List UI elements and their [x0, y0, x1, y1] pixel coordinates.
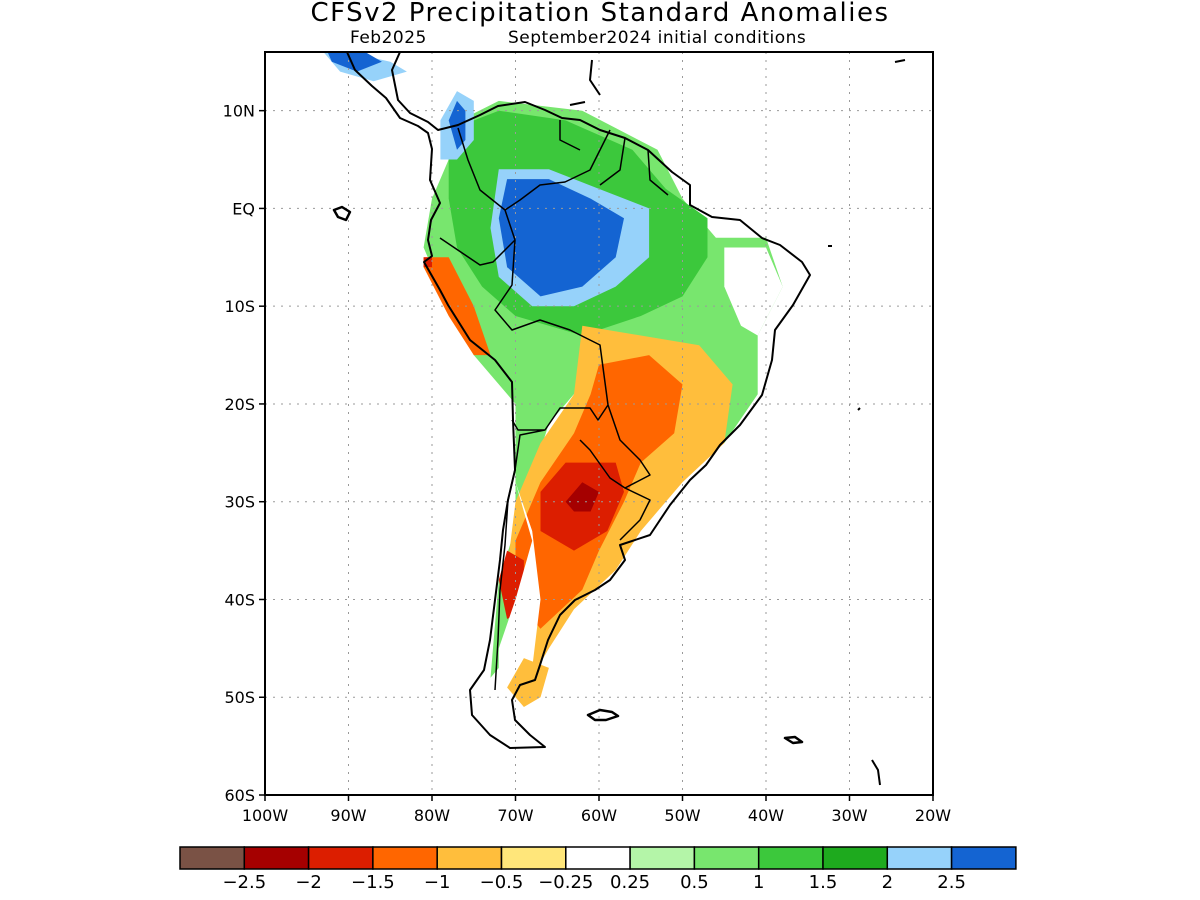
lon-tick-label: 60W	[581, 806, 617, 825]
colorbar-label: −1	[424, 872, 451, 893]
lon-tick-label: 90W	[330, 806, 366, 825]
colorbar-label: 2.5	[937, 872, 966, 893]
colorbar-label: 1.5	[809, 872, 838, 893]
colorbar: −2.5 −2 −1.5 −1 −0.5 −0.25 0.25 0.5 1 1.5 2 2.5	[179, 846, 1017, 893]
lat-tick-label: 50S	[224, 688, 255, 707]
colorbar-swatch	[436, 846, 503, 870]
colorbar-swatch	[179, 846, 246, 870]
colorbar-label: −2	[295, 872, 322, 893]
galapagos-islands	[332, 205, 352, 222]
colorbar-swatch	[307, 846, 374, 870]
colorbar-swatch	[500, 846, 567, 870]
lat-tick-label: 40S	[224, 590, 255, 609]
colorbar-swatch	[372, 846, 438, 870]
anomaly-region	[724, 247, 783, 336]
caribbean-islands	[569, 59, 906, 106]
lat-tick-label: EQ	[232, 199, 255, 218]
colorbar-label: 0.5	[680, 872, 709, 893]
colorbar-swatch	[565, 846, 631, 870]
colorbar-swatch	[243, 846, 310, 870]
colorbar-label: −2.5	[222, 872, 266, 893]
lon-tick-label: 70W	[497, 806, 533, 825]
country-borders	[439, 120, 669, 691]
lon-tick-label: 100W	[242, 806, 289, 825]
colorbar-label: −0.5	[480, 872, 524, 893]
south-georgia	[783, 735, 804, 745]
colorbar-swatch	[822, 846, 889, 870]
lat-tick-label: 20S	[224, 395, 255, 414]
anomaly-region	[498, 482, 541, 717]
lat-tick-label: 60S	[224, 786, 255, 805]
colorbar-swatch	[629, 846, 696, 870]
colorbar-label: 0.25	[610, 872, 650, 893]
lat-tick-label: 10S	[224, 297, 255, 316]
anomaly-region	[565, 482, 599, 512]
colorbar-swatch	[693, 846, 760, 870]
colorbar-label: −0.25	[538, 872, 593, 893]
colorbar-label: −1.5	[351, 872, 395, 893]
atlantic-islands	[828, 245, 881, 786]
map-title: CFSv2 Precipitation Standard Anomalies	[310, 0, 890, 28]
falkland-islands	[586, 708, 620, 722]
lon-tick-label: 20W	[915, 806, 951, 825]
colorbar-swatch	[886, 846, 953, 870]
colorbar-label: 2	[882, 872, 893, 893]
lat-tick-label: 10N	[223, 102, 255, 121]
anomaly-region	[327, 52, 382, 72]
lon-tick-label: 30W	[831, 806, 867, 825]
south-america-coastline	[346, 52, 811, 749]
colorbar-label: 1	[753, 872, 764, 893]
initial-conditions: September2024 initial conditions	[508, 28, 807, 48]
lon-tick-label: 40W	[748, 806, 784, 825]
colorbar-swatch	[950, 846, 1017, 870]
forecast-month: Feb2025	[350, 28, 427, 48]
coastlines	[332, 52, 906, 786]
lon-tick-label: 50W	[664, 806, 700, 825]
anomaly-fill-layer	[323, 52, 783, 717]
lon-tick-label: 80W	[414, 806, 450, 825]
lat-tick-label: 30S	[224, 493, 255, 512]
colorbar-swatch	[757, 846, 824, 870]
